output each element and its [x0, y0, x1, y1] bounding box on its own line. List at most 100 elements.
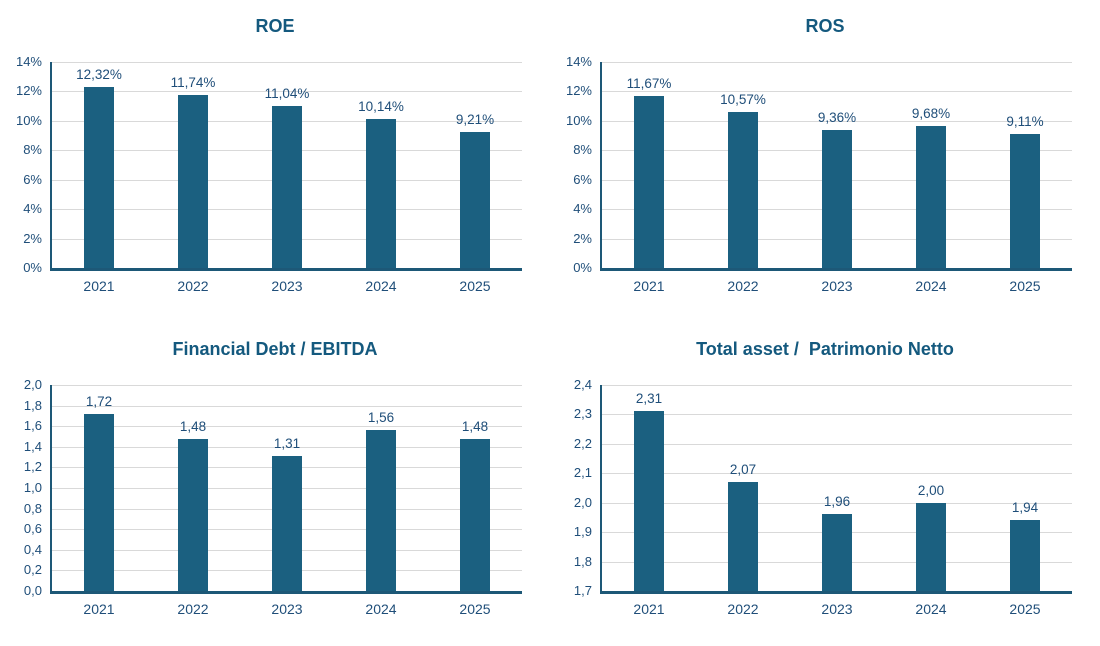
data-label-2023: 1,96: [823, 494, 851, 510]
data-label-2022: 2,07: [729, 462, 757, 478]
y-axis-tick-label: 2%: [573, 230, 592, 246]
plot-area-total-asset-patrimonio-netto: 2,4 2,3 2,2 2,1 2,0 1,9 1,8 1,7 2,31 2021 2,07 2022…: [574, 377, 1072, 617]
x-axis-label-2024: 2024: [915, 601, 947, 617]
data-label-2025: 9,21%: [455, 112, 495, 128]
gridline: [52, 385, 522, 386]
chart-financial-debt-ebitda: Financial Debt / EBITDA 2,0 1,8 1,6 1,4 1,2 1…: [0, 323, 550, 646]
data-label-2022: 11,74%: [170, 75, 216, 91]
data-label-2021: 1,72: [85, 393, 113, 409]
data-label-2023: 11,04%: [264, 85, 310, 101]
bar-2024: [366, 430, 396, 591]
gridline: [602, 120, 1072, 122]
x-axis-label-2024: 2024: [915, 278, 947, 294]
y-axis-tick-label: 2%: [23, 230, 42, 246]
y-axis-tick-label: 2,4: [573, 377, 592, 392]
x-axis-label-2021: 2021: [633, 278, 665, 294]
bar-2022: [178, 438, 208, 591]
bar-2025: [460, 132, 490, 268]
x-axis-label-2021: 2021: [83, 601, 115, 617]
bar-2022: [728, 112, 758, 268]
gridline: [52, 426, 522, 428]
y-axis-tick-label: 2,3: [573, 406, 592, 422]
y-axis-tick-label: 4%: [573, 201, 592, 217]
x-axis-label-2025: 2025: [459, 278, 491, 294]
gridline: [602, 91, 1072, 93]
plot-area-roe: 14% 12% 10% 8% 6% 4% 2% 0% 12,32% 2021 11,74% 2022 1…: [16, 54, 522, 294]
gridline: [52, 62, 522, 63]
y-axis-tick-label: 4%: [23, 201, 42, 217]
y-axis-tick-label: 14%: [15, 54, 42, 69]
y-axis-tick-label: 0,0: [23, 583, 42, 598]
y-axis-tick-label: 8%: [23, 142, 42, 158]
y-axis-tick-label: 2,1: [573, 465, 592, 481]
bar-2022: [728, 482, 758, 591]
x-axis-label-2022: 2022: [727, 601, 759, 617]
chart-title-total-asset-patrimonio-netto: Total asset / Patrimonio Netto: [696, 339, 954, 359]
y-axis-tick-label: 2,0: [573, 494, 592, 510]
chart-title-ros: ROS: [805, 16, 845, 36]
bar-2024: [916, 502, 946, 591]
x-axis-label-2021: 2021: [83, 278, 115, 294]
data-label-2025: 1,94: [1011, 500, 1039, 516]
y-axis-tick-label: 12%: [15, 83, 42, 99]
x-axis-label-2022: 2022: [177, 278, 209, 294]
x-axis-label-2025: 2025: [1009, 278, 1041, 294]
y-axis-tick-label: 2,2: [573, 435, 592, 451]
x-axis-label-2023: 2023: [821, 601, 853, 617]
bar-2021: [84, 413, 114, 591]
bar-2023: [272, 105, 302, 268]
x-axis-label-2024: 2024: [365, 601, 397, 617]
y-axis-tick-label: 8%: [573, 142, 592, 158]
bar-2023: [822, 130, 852, 268]
y-axis-tick-label: 1,4: [23, 438, 42, 454]
y-axis-tick-label: 10%: [15, 112, 42, 128]
data-label-2021: 12,32%: [76, 66, 122, 82]
data-label-2023: 1,31: [273, 436, 301, 452]
gridline: [52, 405, 522, 407]
bar-2024: [366, 118, 396, 268]
gridline: [602, 443, 1072, 445]
bar-2025: [1010, 520, 1040, 591]
y-axis-tick-label: 1,8: [23, 397, 42, 413]
gridline: [602, 502, 1072, 504]
plot-area-financial-debt-ebitda: 2,0 1,8 1,6 1,4 1,2 1,0 0,8 0,6 0,4 0,2 0,0 1,72 202…: [24, 377, 522, 617]
gridline: [602, 473, 1072, 475]
gridline: [602, 62, 1072, 63]
y-axis-tick-label: 0%: [23, 260, 42, 275]
y-axis-tick-label: 0%: [573, 260, 592, 275]
x-axis-label-2023: 2023: [271, 278, 303, 294]
bar-2021: [634, 96, 664, 268]
data-label-2021: 11,67%: [626, 76, 672, 92]
bar-2022: [178, 95, 208, 268]
y-axis-tick-label: 6%: [23, 171, 42, 187]
bar-2021: [634, 411, 664, 591]
y-axis-tick-label: 0,6: [23, 521, 42, 537]
data-label-2021: 2,31: [635, 391, 663, 407]
data-label-2024: 2,00: [917, 482, 945, 498]
chart-roe: ROE 14% 12% 10% 8% 6% 4% 2% 0% 12,32% 2021 11,74% 2…: [0, 0, 550, 323]
chart-title-financial-debt-ebitda: Financial Debt / EBITDA: [172, 339, 378, 359]
data-label-2025: 1,48: [461, 418, 489, 434]
y-axis-tick-label: 10%: [565, 112, 592, 128]
x-axis-label-2025: 2025: [459, 601, 491, 617]
y-axis-tick-label: 0,8: [23, 500, 42, 516]
y-axis-tick-label: 2,0: [23, 377, 42, 392]
y-axis-tick-label: 1,9: [573, 524, 592, 540]
data-label-2024: 9,68%: [911, 105, 951, 121]
y-axis-tick-label: 12%: [565, 83, 592, 99]
y-axis-tick-label: 1,8: [573, 553, 592, 569]
y-axis-tick-label: 6%: [573, 171, 592, 187]
x-axis-label-2023: 2023: [821, 278, 853, 294]
y-axis-tick-label: 1,7: [573, 583, 592, 598]
bar-2023: [272, 456, 302, 591]
y-axis-tick-label: 1,2: [23, 459, 42, 475]
y-axis-tick-label: 1,0: [23, 480, 42, 495]
data-label-2022: 1,48: [179, 418, 207, 434]
x-axis-label-2023: 2023: [271, 601, 303, 617]
bar-2023: [822, 514, 852, 591]
bar-2024: [916, 125, 946, 268]
x-axis-label-2022: 2022: [177, 601, 209, 617]
data-label-2024: 1,56: [367, 410, 395, 426]
y-axis-tick-label: 14%: [565, 54, 592, 69]
